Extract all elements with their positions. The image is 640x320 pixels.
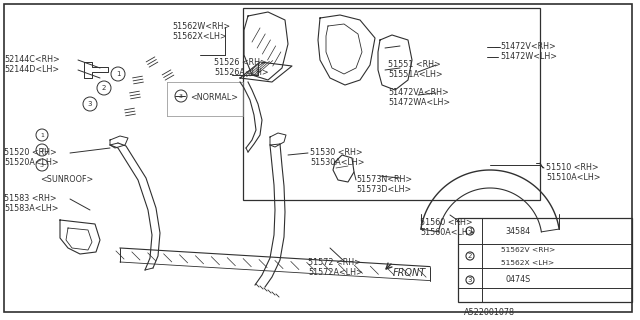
Text: 2: 2 — [102, 85, 106, 91]
Text: 51583A<LH>: 51583A<LH> — [4, 204, 58, 213]
Text: 51520 <RH>: 51520 <RH> — [4, 148, 57, 157]
Text: 51560 <RH>: 51560 <RH> — [420, 218, 472, 227]
Bar — [458, 218, 632, 302]
Text: 51551 <RH>: 51551 <RH> — [388, 60, 441, 69]
Text: FRONT: FRONT — [393, 268, 426, 278]
Text: 52144C<RH>: 52144C<RH> — [4, 55, 60, 64]
Text: 2: 2 — [40, 148, 44, 153]
Text: 51520A<LH>: 51520A<LH> — [4, 158, 59, 167]
Text: 51472WA<LH>: 51472WA<LH> — [388, 98, 450, 107]
Text: A522001078: A522001078 — [464, 308, 515, 317]
Text: 51551A<LH>: 51551A<LH> — [388, 70, 443, 79]
Circle shape — [36, 129, 48, 141]
Text: 51530 <RH>: 51530 <RH> — [310, 148, 363, 157]
Text: 51526A<LH>: 51526A<LH> — [214, 68, 269, 77]
Text: 51573N<RH>: 51573N<RH> — [356, 175, 412, 184]
Text: 1: 1 — [40, 132, 44, 138]
Text: 51472W<LH>: 51472W<LH> — [500, 52, 557, 61]
Text: 51472VA<RH>: 51472VA<RH> — [388, 88, 449, 97]
Text: 51472V<RH>: 51472V<RH> — [500, 42, 556, 51]
Text: 1: 1 — [468, 228, 472, 234]
Text: 51572A<LH>: 51572A<LH> — [308, 268, 363, 277]
Text: 51572 <RH>: 51572 <RH> — [308, 258, 361, 267]
Text: 51526 <RH>: 51526 <RH> — [214, 58, 267, 67]
Circle shape — [175, 90, 187, 102]
Circle shape — [36, 144, 48, 156]
Text: 51562X<LH>: 51562X<LH> — [172, 32, 227, 41]
Text: 51562W<RH>: 51562W<RH> — [172, 22, 230, 31]
Text: 3: 3 — [40, 163, 44, 167]
Text: 3: 3 — [468, 277, 472, 283]
Circle shape — [111, 67, 125, 81]
Text: 51562X <LH>: 51562X <LH> — [501, 260, 555, 266]
Text: 0474S: 0474S — [506, 276, 531, 284]
Text: 51573D<LH>: 51573D<LH> — [356, 185, 412, 194]
Text: 51583 <RH>: 51583 <RH> — [4, 194, 56, 203]
Text: 51562V <RH>: 51562V <RH> — [501, 247, 555, 253]
Circle shape — [83, 97, 97, 111]
Bar — [243, 8, 540, 200]
Circle shape — [97, 81, 111, 95]
Text: 51560A<LH>: 51560A<LH> — [420, 228, 474, 237]
Text: 51530A<LH>: 51530A<LH> — [310, 158, 365, 167]
Text: 34584: 34584 — [506, 227, 531, 236]
Text: 51510A<LH>: 51510A<LH> — [546, 173, 600, 182]
Text: 1: 1 — [116, 71, 120, 77]
Text: <NORMAL>: <NORMAL> — [190, 93, 238, 102]
Text: 52144D<LH>: 52144D<LH> — [4, 65, 59, 74]
Text: 3: 3 — [179, 93, 183, 99]
Circle shape — [36, 159, 48, 171]
Text: <SUNROOF>: <SUNROOF> — [40, 175, 93, 184]
Text: 3: 3 — [88, 101, 92, 107]
Text: 51510 <RH>: 51510 <RH> — [546, 163, 598, 172]
Text: 2: 2 — [468, 253, 472, 259]
